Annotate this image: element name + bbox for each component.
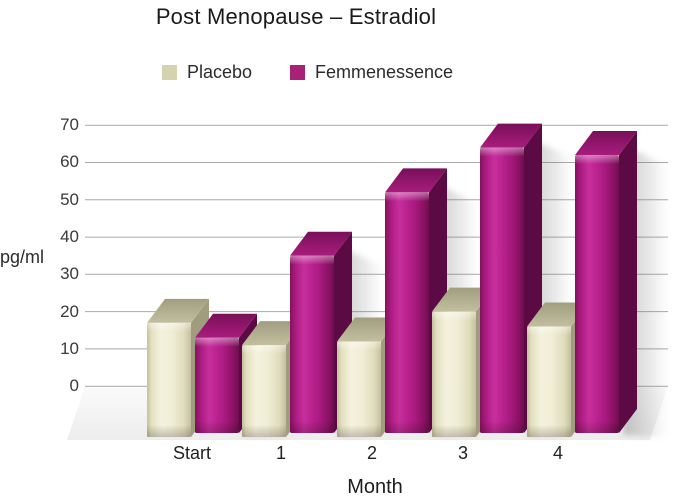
legend-swatch-femmenessence [290,64,305,80]
bar-femmenessence-4 [575,131,637,433]
x-axis-label-4: 4 [552,443,563,463]
legend: Placebo Femmenessence [0,61,679,83]
y-axis-unit-label: pg/ml [0,247,45,267]
legend-item-femmenessence: Femmenessence [290,61,453,83]
x-axis-label-2: 2 [366,443,377,463]
y-tick-label-0: 0 [69,376,79,395]
x-axis-label-1: 1 [275,443,286,463]
y-tick-label-40: 40 [60,227,79,246]
legend-swatch-placebo [162,64,177,80]
legend-label-placebo: Placebo [187,61,253,82]
y-tick-label-10: 10 [60,339,79,358]
x-axis-title: Month [347,476,403,498]
y-tick-label-20: 20 [60,302,79,321]
y-tick-label-30: 30 [60,264,79,283]
legend-item-placebo: Placebo [162,61,252,83]
chart-title: Post Menopause – Estradiol [155,4,437,29]
y-tick-label-60: 60 [60,152,79,171]
y-tick-label-50: 50 [60,190,79,209]
y-tick-label-70: 70 [60,115,79,134]
legend-label-femmenessence: Femmenessence [315,61,454,82]
x-axis-label-0: Start [172,443,211,463]
x-axis-label-3: 3 [457,443,468,463]
